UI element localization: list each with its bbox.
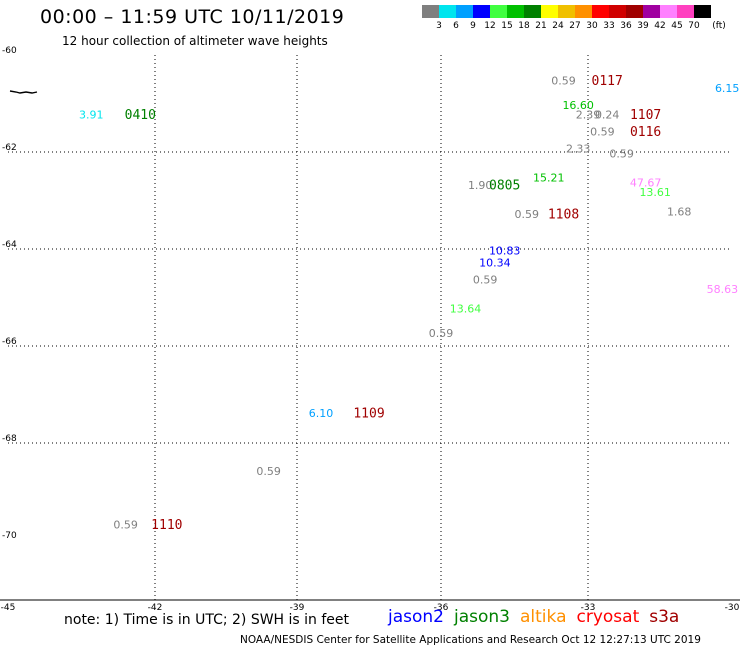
colorbar-tick-label: 70: [688, 21, 700, 31]
latitude-tick-label: -60: [2, 46, 17, 56]
pass-time-label: 1110: [151, 518, 182, 533]
wave-height-value: 0.59: [113, 518, 138, 531]
pass-time-label: 0410: [125, 108, 156, 123]
colorbar-swatch: [609, 5, 626, 18]
wave-height-value: 0.59: [609, 147, 634, 160]
units-note: note: 1) Time is in UTC; 2) SWH is in fe…: [64, 612, 350, 628]
colorbar-swatch: [677, 5, 694, 18]
colorbar-swatch: [694, 5, 711, 18]
wave-height-value: 16.60: [562, 99, 594, 112]
colorbar-tick-label: 24: [552, 21, 564, 31]
colorbar-swatch: [507, 5, 524, 18]
latitude-tick-label: -66: [2, 337, 17, 347]
pass-time-label: 0117: [592, 74, 623, 89]
wave-height-value: 0.59: [590, 126, 615, 139]
colorbar-tick-label: 3: [436, 21, 442, 31]
satellite-legend-entry: jason3: [454, 607, 510, 627]
coastline: [9, 90, 38, 94]
axis-labels: -45 -42 -39 -36 -33 -30 -60 -62 -64 -66 -68 -70: [1, 46, 740, 613]
wave-height-value: 2.33: [566, 143, 591, 156]
colorbar-swatch: [439, 5, 456, 18]
wave-height-value: 47.67: [630, 177, 662, 190]
colorbar-swatch: [473, 5, 490, 18]
satellite-legend-entry: cryosat: [576, 607, 640, 627]
longitude-tick-label: -42: [148, 603, 163, 613]
colorbar-swatch: [643, 5, 660, 18]
satellite-legend-entry: s3a: [649, 607, 680, 627]
pass-time-labels: 0117 0410 1107 0116 0805 1108 1109 1110: [125, 74, 662, 533]
satellite-legend-entry: jason2: [388, 607, 444, 627]
satellite-legend: jason2 jason3 altika cryosat s3a: [388, 607, 689, 627]
pass-time-label: 0116: [630, 125, 661, 140]
colorbar-tick-label: 12: [484, 21, 496, 31]
colorbar-swatch: [456, 5, 473, 18]
colorbar-swatch: [575, 5, 592, 18]
wave-height-value: 0.59: [515, 208, 540, 221]
colorbar-tick-label: 39: [637, 21, 649, 31]
colorbar-swatch: [626, 5, 643, 18]
wave-height-value: 10.83: [489, 244, 521, 257]
wave-height-value: 10.34: [479, 257, 511, 270]
map-title: 00:00 – 11:59 UTC 10/11/2019: [40, 6, 345, 28]
wave-height-value: 6.10: [309, 407, 334, 420]
colorbar-tick-label: 33: [603, 21, 615, 31]
longitude-tick-label: -45: [1, 603, 16, 613]
wave-height-value: 15.21: [533, 172, 565, 185]
pass-time-label: 1109: [353, 406, 384, 421]
colorbar-swatch: [422, 5, 439, 18]
colorbar-tick-label: 18: [518, 21, 530, 31]
wave-height-value: 1.90: [468, 179, 493, 192]
colorbar-swatch: [524, 5, 541, 18]
colorbar-tick-label: 6: [453, 21, 459, 31]
latitude-tick-label: -70: [2, 531, 17, 541]
pass-time-label: 1107: [630, 108, 661, 123]
wave-height-value: 0.59: [429, 327, 454, 340]
island-outline: [9, 90, 38, 94]
colorbar-tick-label: 21: [535, 21, 547, 31]
latitude-tick-label: -68: [2, 434, 17, 444]
wave-height-value: 6.15: [715, 82, 740, 95]
colorbar-tick-label: 36: [620, 21, 632, 31]
wave-height-value: 13.64: [450, 303, 482, 316]
wave-height-value: 0.59: [473, 274, 498, 287]
latitude-tick-label: -62: [2, 143, 17, 153]
wave-height-values: 0.59 6.15 3.91 16.602.390.24 0.59 2.33 0.59 15.…: [79, 75, 740, 532]
colorbar-tick-label: 9: [470, 21, 476, 31]
satellite-legend-entry: altika: [520, 607, 567, 627]
colorbar-swatch: [558, 5, 575, 18]
colorbar-swatch: [541, 5, 558, 18]
wave-height-value: 0.24: [595, 109, 620, 122]
wave-height-value: 0.59: [551, 75, 576, 88]
colorbar-tick-label: 27: [569, 21, 581, 31]
wave-height-value: 2.39: [576, 109, 601, 122]
pass-time-label: 0805: [489, 178, 520, 193]
colorbar-tick-label: 30: [586, 21, 598, 31]
longitude-tick-label: -36: [434, 603, 449, 613]
latitude-tick-label: -64: [2, 240, 17, 250]
colorbar-unit: (ft): [712, 21, 726, 31]
wave-height-value: 3.91: [79, 109, 104, 122]
colorbar-tick-label: 45: [671, 21, 683, 31]
wave-height-value: 58.63: [707, 283, 739, 296]
wave-height-value: 1.68: [667, 206, 692, 219]
longitude-tick-label: -30: [725, 603, 740, 613]
grid-lines: [0, 55, 740, 601]
credit-line: NOAA/NESDIS Center for Satellite Applica…: [240, 634, 701, 646]
wave-height-value: 13.61: [639, 186, 671, 199]
pass-time-label: 1108: [548, 208, 579, 223]
wave-height-value: 0.59: [256, 465, 281, 478]
map-subtitle: 12 hour collection of altimeter wave hei…: [62, 34, 328, 48]
colorbar-swatch: [660, 5, 677, 18]
colorbar-tick-label: 15: [501, 21, 513, 31]
colorbar-swatch: [592, 5, 609, 18]
colorbar-swatch: [490, 5, 507, 18]
longitude-tick-label: -33: [581, 603, 596, 613]
longitude-tick-label: -39: [290, 603, 305, 613]
colorbar-tick-label: 42: [654, 21, 666, 31]
